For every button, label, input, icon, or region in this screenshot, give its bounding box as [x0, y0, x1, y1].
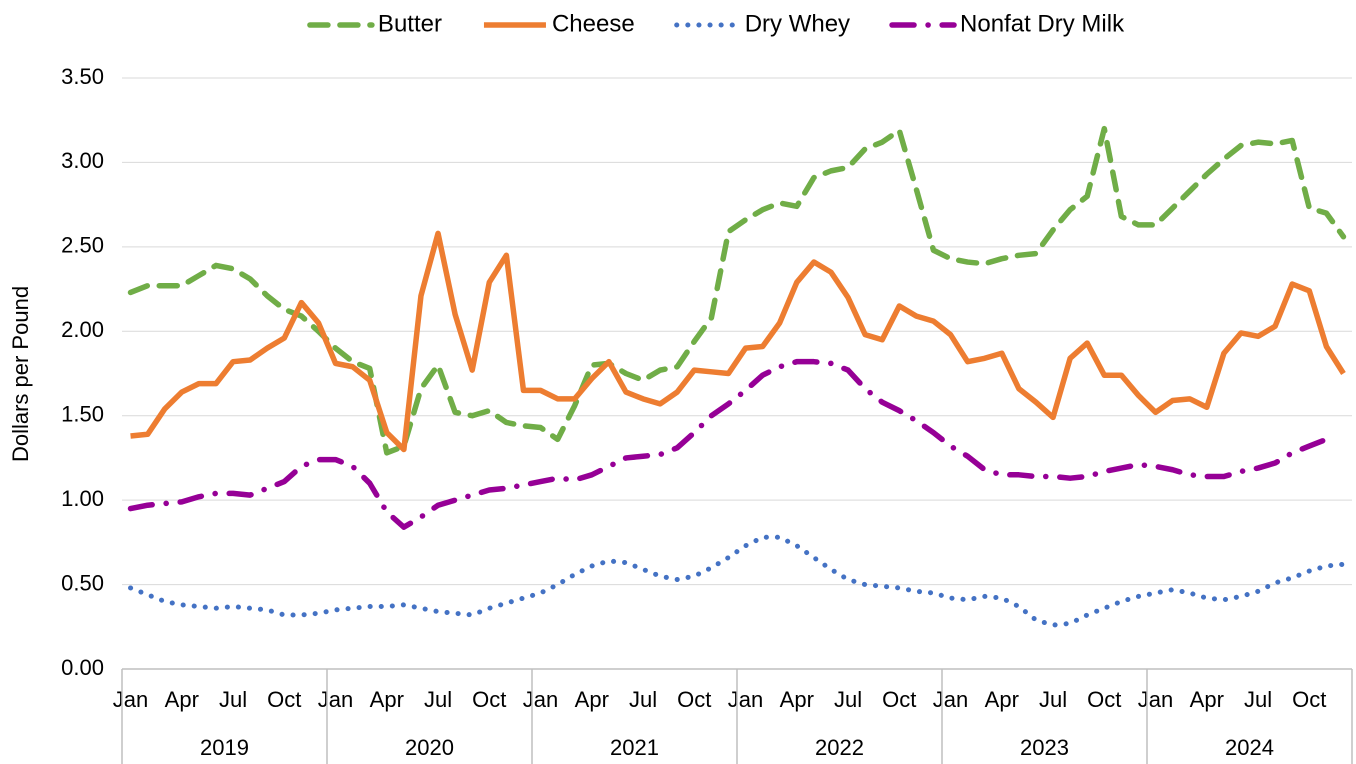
year-label: 2021: [610, 735, 659, 760]
y-tick-label: 2.50: [61, 233, 104, 258]
x-tick-label: Jul: [629, 687, 657, 712]
legend-label: Nonfat Dry Milk: [960, 10, 1125, 37]
x-tick-label: Apr: [575, 687, 609, 712]
y-tick-label: 1.50: [61, 402, 104, 427]
legend-label: Butter: [378, 10, 442, 37]
x-tick-label: Jan: [1138, 687, 1173, 712]
x-tick-label: Jan: [318, 687, 353, 712]
series-line: [127, 358, 1330, 530]
year-label: 2024: [1225, 735, 1274, 760]
x-tick-label: Oct: [267, 687, 301, 712]
x-tick-label: Jan: [523, 687, 558, 712]
y-tick-label: 3.00: [61, 148, 104, 173]
x-tick-label: Jan: [728, 687, 763, 712]
x-tick-label: Jul: [219, 687, 247, 712]
y-tick-label: 3.50: [61, 64, 104, 89]
year-label: 2019: [200, 735, 249, 760]
year-label: 2022: [815, 735, 864, 760]
year-label: 2020: [405, 735, 454, 760]
y-axis-label: Dollars per Pound: [8, 286, 33, 462]
legend-label: Dry Whey: [745, 10, 850, 37]
x-tick-label: Apr: [1190, 687, 1224, 712]
y-tick-label: 0.50: [61, 570, 104, 595]
x-tick-label: Oct: [677, 687, 711, 712]
x-tick-label: Oct: [1087, 687, 1121, 712]
x-tick-label: Oct: [1292, 687, 1326, 712]
year-label: 2023: [1020, 735, 1069, 760]
series-line: [127, 125, 1347, 456]
y-tick-label: 1.00: [61, 486, 104, 511]
x-tick-label: Jul: [424, 687, 452, 712]
x-tick-label: Jan: [933, 687, 968, 712]
x-tick-label: Jan: [113, 687, 148, 712]
x-tick-label: Jul: [1039, 687, 1067, 712]
x-tick-label: Oct: [882, 687, 916, 712]
x-tick-label: Apr: [985, 687, 1019, 712]
x-tick-label: Apr: [165, 687, 199, 712]
legend-label: Cheese: [552, 10, 635, 37]
x-tick-label: Apr: [780, 687, 814, 712]
x-tick-label: Jul: [1244, 687, 1272, 712]
legend: Butter Cheese Dry Whey Nonfat Dry Milk: [307, 10, 1125, 37]
y-tick-label: 0.00: [61, 655, 104, 680]
series-line: [128, 534, 1346, 628]
y-tick-label: 2.00: [61, 317, 104, 342]
x-tick-label: Apr: [370, 687, 404, 712]
series-line: [130, 230, 1346, 453]
x-tick-label: Jul: [834, 687, 862, 712]
x-tick-label: Oct: [472, 687, 506, 712]
